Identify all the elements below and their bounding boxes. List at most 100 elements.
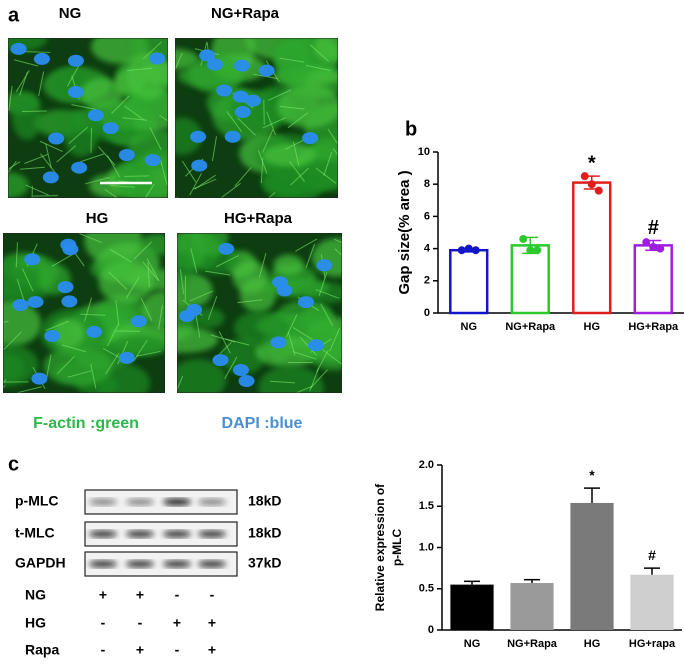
blot-band bbox=[198, 531, 226, 538]
blot-band bbox=[89, 531, 117, 538]
data-point bbox=[642, 238, 650, 246]
blot-band bbox=[126, 561, 154, 568]
nucleus bbox=[31, 373, 47, 385]
cell-body bbox=[314, 33, 347, 61]
nucleus bbox=[302, 132, 318, 144]
nucleus bbox=[316, 259, 332, 271]
panel-label: a bbox=[8, 4, 20, 26]
blot-size: 18kD bbox=[248, 525, 281, 541]
nucleus bbox=[233, 364, 249, 376]
treatment-mark: - bbox=[138, 615, 143, 631]
blot-band bbox=[126, 499, 154, 506]
blot-size: 18kD bbox=[248, 493, 281, 509]
bar bbox=[573, 183, 610, 313]
y-tick-label: 8 bbox=[424, 178, 430, 190]
cell-body bbox=[273, 255, 303, 276]
x-tick-label: NG+Rapa bbox=[505, 321, 556, 333]
nucleus bbox=[245, 95, 261, 107]
treatment-mark: - bbox=[101, 615, 106, 631]
data-point bbox=[595, 187, 603, 195]
treatment-label: Rapa bbox=[25, 642, 59, 658]
nucleus bbox=[191, 160, 207, 172]
significance-mark: * bbox=[588, 152, 596, 174]
nucleus bbox=[235, 106, 251, 118]
cell-body bbox=[275, 39, 310, 87]
blot-band bbox=[163, 561, 191, 568]
stain-legend: DAPI :blue bbox=[222, 415, 303, 432]
blot-band bbox=[89, 499, 117, 506]
treatment-mark: + bbox=[173, 615, 181, 631]
nucleus bbox=[71, 162, 87, 174]
cell-body bbox=[12, 93, 42, 140]
nucleus bbox=[145, 154, 161, 166]
y-tick-label: 10 bbox=[418, 146, 430, 158]
error-bar bbox=[524, 580, 540, 583]
data-point bbox=[472, 246, 480, 254]
bar bbox=[512, 245, 549, 313]
x-tick-label: HG bbox=[584, 638, 601, 650]
y-tick-label: 0 bbox=[428, 624, 434, 636]
data-point bbox=[649, 243, 657, 251]
y-tick-label: 1.0 bbox=[419, 541, 434, 553]
image-title: NG bbox=[59, 5, 82, 22]
blot-label: GAPDH bbox=[15, 555, 66, 571]
micrograph bbox=[0, 25, 195, 211]
nucleus bbox=[190, 131, 206, 143]
x-tick-label: HG+Rapa bbox=[628, 321, 679, 333]
x-tick-label: NG+Rapa bbox=[507, 638, 558, 650]
x-tick-label: NG bbox=[461, 321, 478, 333]
nucleus bbox=[12, 299, 28, 311]
data-point bbox=[458, 246, 466, 254]
x-tick-label: HG bbox=[584, 321, 601, 333]
nucleus bbox=[11, 43, 27, 55]
treatment-mark: + bbox=[136, 587, 144, 603]
nucleus bbox=[212, 354, 228, 366]
nucleus bbox=[298, 296, 314, 308]
nucleus bbox=[277, 284, 293, 296]
nucleus bbox=[149, 53, 165, 65]
nucleus bbox=[48, 133, 64, 145]
nucleus bbox=[218, 243, 234, 255]
cell-body bbox=[312, 238, 363, 277]
nucleus bbox=[68, 55, 84, 67]
treatment-label: HG bbox=[25, 615, 46, 631]
y-tick-label: 0 bbox=[424, 307, 430, 319]
blot-label: t-MLC bbox=[15, 525, 55, 541]
treatment-label: NG bbox=[25, 587, 46, 603]
nucleus bbox=[57, 281, 73, 293]
image-title: HG bbox=[86, 210, 109, 227]
y-tick-label: 2.0 bbox=[419, 459, 434, 471]
nucleus bbox=[43, 171, 59, 183]
panel-label: b bbox=[405, 118, 417, 140]
y-tick-label: 1.5 bbox=[419, 500, 434, 512]
nucleus bbox=[88, 109, 104, 121]
cell-body bbox=[277, 84, 342, 128]
nucleus bbox=[308, 339, 324, 351]
data-point bbox=[519, 235, 527, 243]
treatment-mark: - bbox=[175, 642, 180, 658]
treatment-mark: + bbox=[208, 615, 216, 631]
data-point bbox=[526, 246, 534, 254]
cell-body bbox=[163, 251, 195, 284]
significance-mark: # bbox=[648, 547, 656, 563]
nucleus bbox=[119, 149, 135, 161]
treatment-mark: + bbox=[208, 642, 216, 658]
actin-fiber bbox=[124, 176, 149, 177]
blot-band bbox=[163, 531, 191, 538]
actin-fiber bbox=[91, 128, 92, 153]
bar bbox=[570, 503, 613, 630]
nucleus bbox=[119, 352, 135, 364]
nucleus bbox=[61, 295, 77, 307]
bar bbox=[635, 245, 672, 313]
x-tick-label: NG bbox=[464, 638, 481, 650]
cell-body bbox=[258, 366, 323, 411]
significance-mark: # bbox=[648, 217, 659, 239]
bar bbox=[510, 583, 553, 630]
blot-band bbox=[198, 561, 226, 568]
bar bbox=[450, 250, 487, 313]
nucleus bbox=[225, 131, 241, 143]
y-axis-label: Gap size(% area ) bbox=[396, 170, 413, 294]
x-tick-label: HG+rapa bbox=[629, 638, 676, 650]
data-point bbox=[533, 246, 541, 254]
